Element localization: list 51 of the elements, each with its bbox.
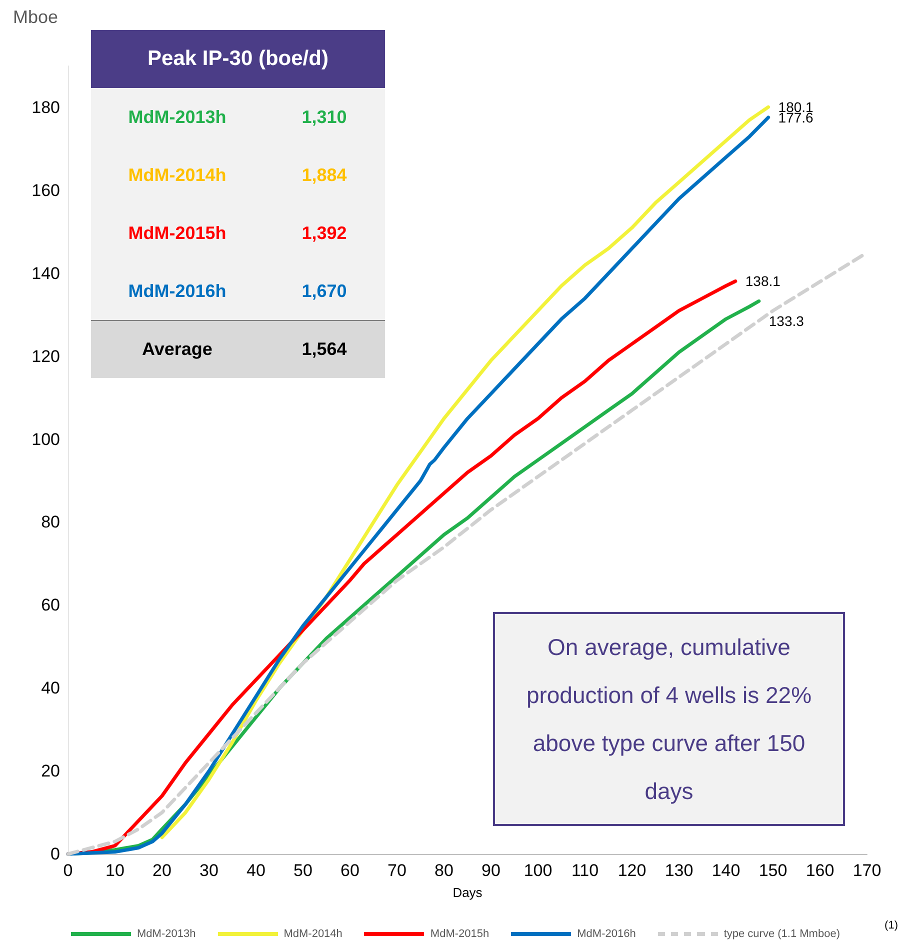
annotation: 1,392 [300, 222, 348, 244]
y-tick-label: 0 [50, 844, 60, 864]
x-tick-label: 80 [434, 861, 454, 880]
annotation: 1,564 [300, 339, 348, 360]
y-axis-title: Mboe [13, 7, 58, 27]
x-tick-label: 110 [571, 861, 599, 880]
x-tick-label: 20 [152, 861, 172, 880]
y-tick-label: 20 [41, 762, 60, 781]
y-tick-label: 180 [32, 98, 60, 117]
x-tick-label: 140 [712, 861, 740, 880]
annotation: 1,310 [300, 106, 348, 128]
x-tick-label: 70 [388, 861, 406, 880]
text: (1) [884, 920, 898, 932]
y-tick-label: 120 [32, 346, 60, 366]
annotation: 1,884 [300, 164, 348, 186]
x-tick-label: 60 [340, 861, 360, 880]
x-tick-label: 150 [758, 861, 788, 880]
legend-label: MdM-2016h [577, 928, 636, 940]
annotation: 1,670 [300, 280, 348, 302]
annotation: On average, cumulative production of 4 wells is 22% above type curve after 150 days [525, 633, 813, 806]
annotation: MdM-2014h [127, 164, 228, 186]
y-tick-label: 60 [41, 596, 60, 615]
annotation: MdM-2015h [127, 222, 228, 244]
y-tick-label: 80 [41, 512, 60, 532]
annotation: MdM-2013h [127, 106, 228, 128]
annotation: MdM-2016h [127, 280, 228, 302]
legend-label: type curve (1.1 Mmboe) [724, 928, 840, 940]
x-tick-label: 120 [618, 861, 646, 880]
data-label: 138.1 [745, 273, 781, 290]
legend-label: MdM-2013h [137, 928, 196, 940]
y-tick-label: 140 [32, 264, 60, 283]
x-tick-label: 160 [806, 861, 834, 880]
x-tick-label: 170 [852, 861, 882, 880]
annotation: Peak IP-30 (boe/d) [91, 30, 385, 88]
y-tick-label: 160 [32, 180, 60, 200]
x-tick-label: 40 [246, 861, 266, 880]
x-tick-label: 90 [482, 861, 500, 880]
legend-label: MdM-2015h [430, 928, 490, 940]
x-tick-label: 10 [106, 861, 124, 880]
data-label: 133.3 [768, 313, 804, 330]
y-tick-label: 40 [41, 678, 60, 698]
legend-label: MdM-2014h [284, 928, 342, 940]
y-tick-label: 100 [32, 430, 60, 449]
x-axis-title: Days [452, 885, 483, 900]
annotation: Average [141, 339, 214, 360]
x-tick-label: 130 [664, 861, 694, 880]
x-tick-label: 30 [200, 861, 218, 880]
x-tick-label: 50 [294, 861, 312, 880]
note-box: On average, cumulative production of 4 wells is 22% above type curve after 150 days [493, 612, 845, 826]
x-tick-label: 100 [524, 861, 552, 880]
x-tick-label: 0 [63, 861, 73, 880]
